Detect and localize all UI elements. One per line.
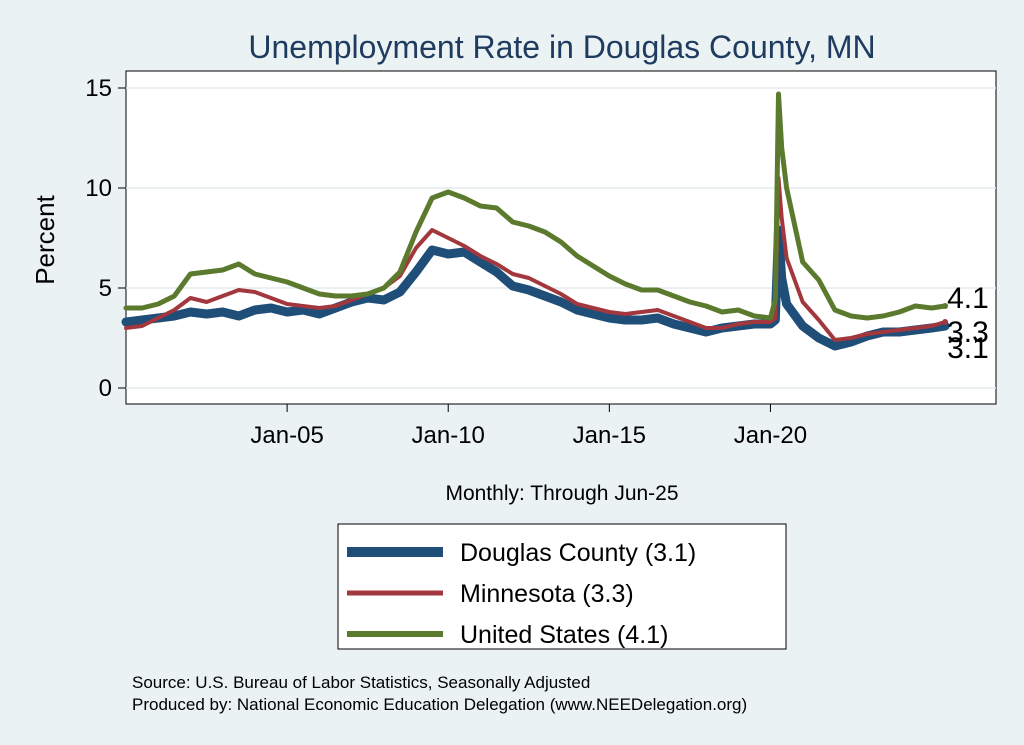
y-tick-label: 10 <box>85 175 112 202</box>
chart-title: Unemployment Rate in Douglas County, MN <box>248 29 875 65</box>
x-tick-label: Jan-10 <box>412 422 485 449</box>
y-tick-label: 0 <box>99 375 112 402</box>
series-line-douglas-county <box>121 225 950 351</box>
legend-label: Douglas County (3.1) <box>460 539 696 567</box>
x-tick-label: Jan-15 <box>573 422 646 449</box>
source-note: Source: U.S. Bureau of Labor Statistics,… <box>132 673 590 692</box>
end-value-label: 3.1 <box>947 332 989 365</box>
series-line-minnesota <box>124 176 948 342</box>
end-point-marker <box>942 303 949 309</box>
end-value-label: 4.1 <box>947 282 989 315</box>
y-tick-label: 15 <box>85 75 112 102</box>
legend-box <box>337 523 787 650</box>
end-value-label: 3.3 <box>947 316 989 349</box>
x-axis-label: Monthly: Through Jun-25 <box>445 482 678 505</box>
x-tick-label: Jan-20 <box>734 422 807 449</box>
plot-area <box>125 70 997 405</box>
y-axis-label: Percent <box>30 194 60 284</box>
series-line-united-states <box>123 91 948 321</box>
y-tick-label: 5 <box>99 275 112 302</box>
legend-label: United States (4.1) <box>460 621 668 649</box>
x-tick-label: Jan-05 <box>250 422 323 449</box>
legend-label: Minnesota (3.3) <box>460 580 634 608</box>
end-point-marker <box>942 319 949 325</box>
produced-by-note: Produced by: National Economic Education… <box>132 695 747 714</box>
